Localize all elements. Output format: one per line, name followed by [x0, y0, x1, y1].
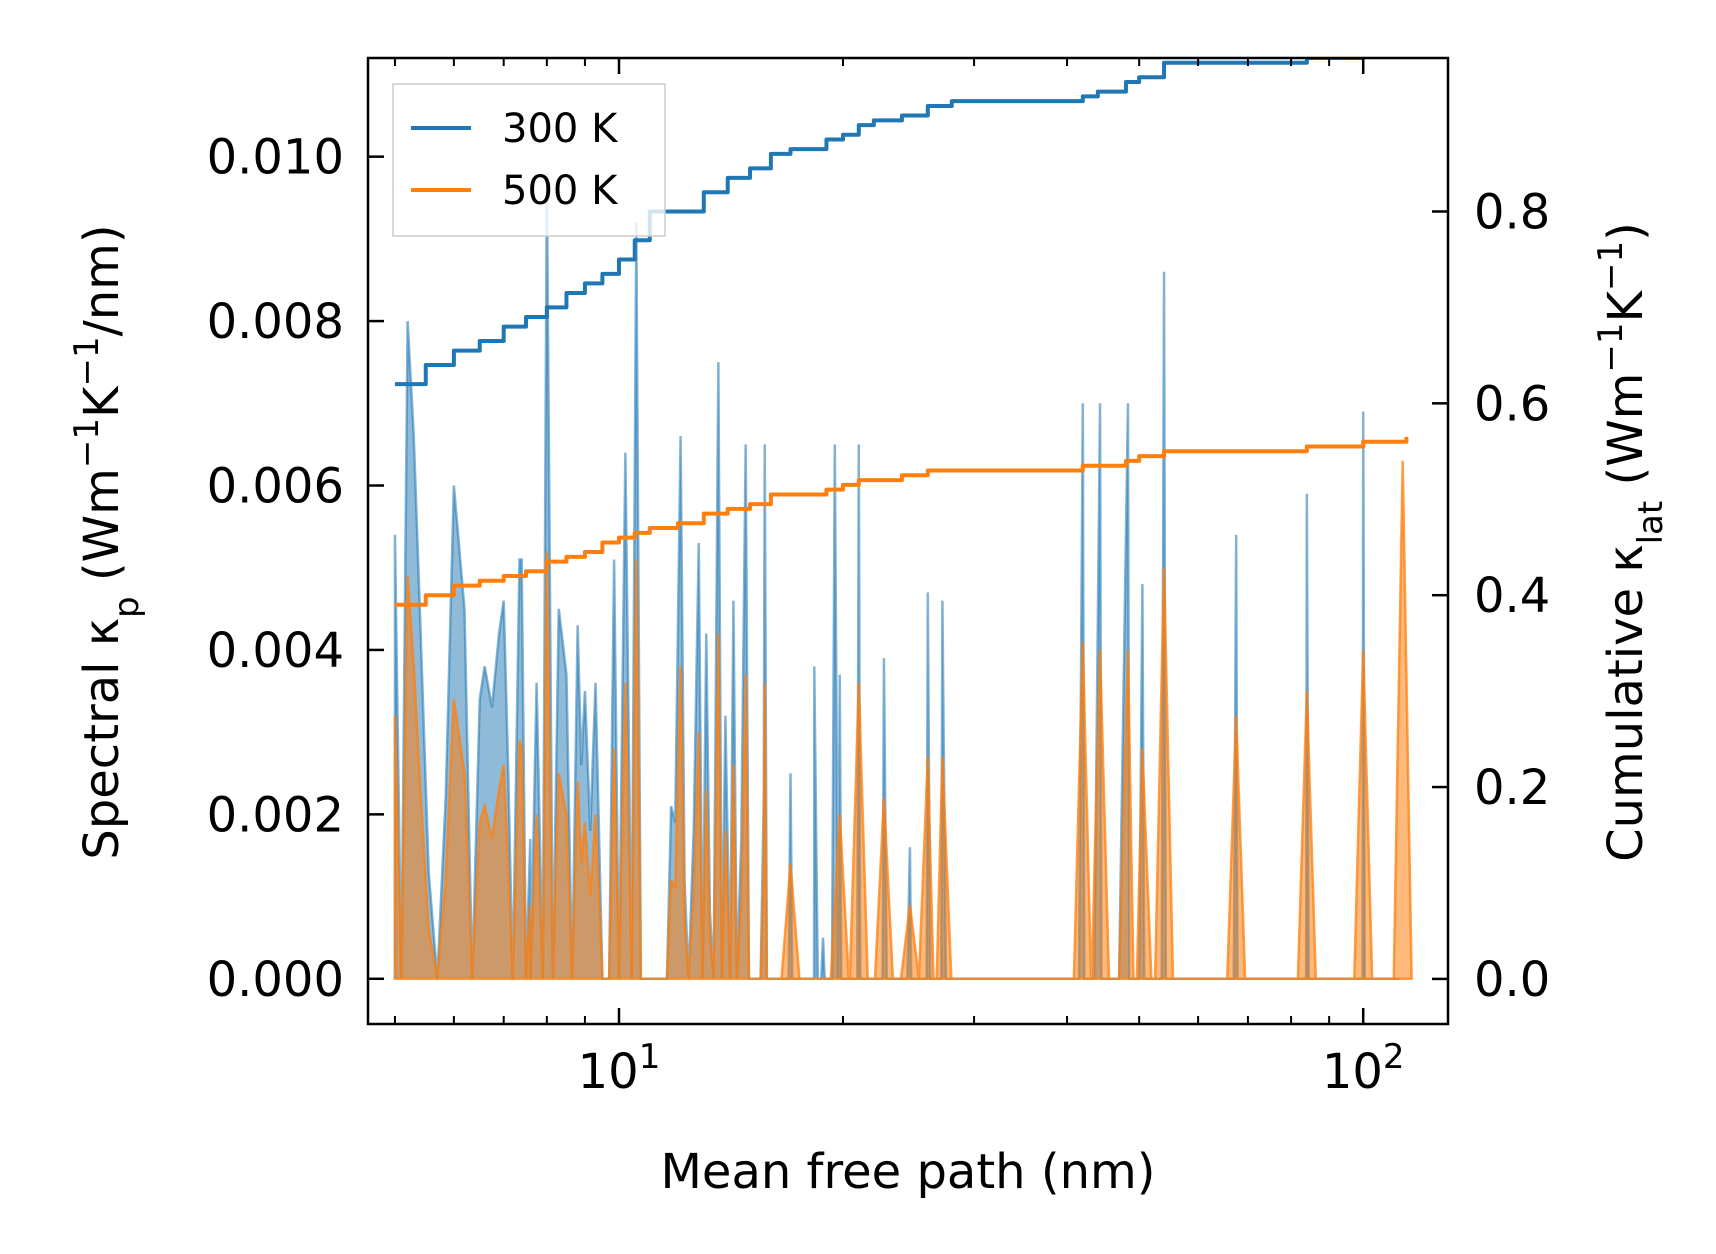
- left-y-label-unit-post: /nm): [74, 224, 130, 336]
- right-y-tick-label: 0.2: [1474, 760, 1550, 816]
- left-y-label-sub: p: [107, 596, 147, 618]
- legend-box: [392, 83, 666, 237]
- left-y-tick-label: 0.004: [207, 623, 344, 679]
- left-y-tick-label: 0.002: [207, 787, 344, 843]
- left-y-tick-label: 0.008: [207, 294, 344, 350]
- legend: 300 K 500 K: [392, 83, 666, 237]
- cumulative-line-500k: [394, 436, 1409, 607]
- right-y-axis-label: Cumulative κlat (Wm−1K−1): [1591, 222, 1671, 862]
- right-y-label-unit-mid: K: [1598, 289, 1654, 322]
- spectral-area-500k: [393, 460, 1413, 981]
- left-y-label-sup2: −1: [67, 336, 107, 386]
- legend-label-500k: 500 K: [502, 168, 619, 214]
- right-y-label-sub: lat: [1631, 501, 1671, 545]
- left-y-label-sup1: −1: [67, 418, 107, 468]
- right-y-tick-label: 0.0: [1474, 952, 1550, 1008]
- left-y-axis-label: Spectral κp (Wm−1K−1/nm): [67, 224, 147, 859]
- right-y-tick-label: 0.4: [1474, 568, 1550, 624]
- axis-ticks: 101 102 0.000 0.002 0.004 0.006 0.008 0.010 0.0 0…: [207, 58, 1550, 1100]
- left-y-label-unit-mid: K: [74, 385, 130, 418]
- cumulative-line-300k: [394, 58, 1366, 387]
- left-y-label-unit-pre: (Wm: [74, 468, 130, 596]
- left-y-tick-label: 0.000: [207, 952, 344, 1008]
- plot-area: [393, 58, 1413, 981]
- right-y-tick-label: 0.6: [1474, 376, 1550, 432]
- right-y-label-sup2: −1: [1591, 241, 1631, 291]
- axes-frame: [366, 56, 1450, 1026]
- right-y-label-unit-pre: (Wm: [1598, 373, 1654, 501]
- right-y-label-sup1: −1: [1591, 322, 1631, 372]
- x-axis-label: Mean free path (nm): [661, 1144, 1156, 1200]
- legend-label-300k: 300 K: [502, 106, 619, 152]
- left-y-label-main: Spectral κ: [74, 618, 130, 860]
- right-y-label-main: Cumulative κ: [1598, 544, 1654, 862]
- left-y-tick-label: 0.010: [207, 130, 344, 186]
- right-y-tick-label: 0.8: [1474, 184, 1550, 240]
- x-tick-label: 101: [578, 1037, 661, 1100]
- x-tick-label: 102: [1322, 1037, 1405, 1100]
- left-y-tick-label: 0.006: [207, 459, 344, 515]
- right-y-label-unit-post: ): [1598, 222, 1654, 241]
